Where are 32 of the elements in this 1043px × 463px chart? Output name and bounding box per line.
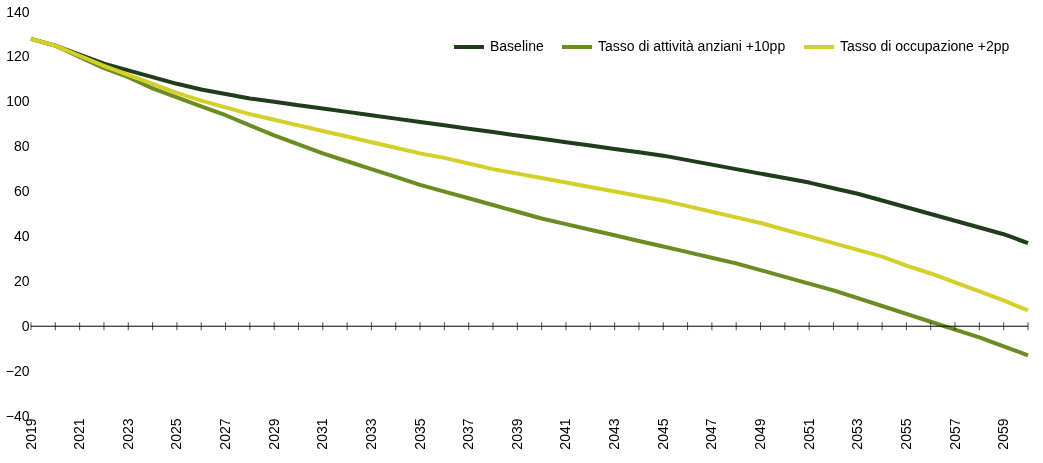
x-tick-label: 2053 bbox=[849, 418, 866, 450]
x-tick-label: 2031 bbox=[314, 418, 331, 450]
x-tick-label: 2029 bbox=[265, 418, 282, 450]
x-tick-label: 2021 bbox=[71, 418, 88, 450]
x-tick-label: 2035 bbox=[411, 418, 428, 450]
x-tick-label: 2023 bbox=[119, 418, 136, 450]
y-tick-label: 20 bbox=[13, 272, 30, 289]
y-tick-label: 120 bbox=[6, 48, 30, 65]
x-tick-label: 2051 bbox=[800, 418, 817, 450]
x-tick-label: 2033 bbox=[362, 418, 379, 450]
x-tick-label: 2049 bbox=[752, 418, 769, 450]
x-tick-label: 2037 bbox=[460, 418, 477, 450]
y-tick-label: 40 bbox=[13, 227, 30, 244]
y-tick-label: 100 bbox=[6, 93, 30, 110]
legend-label: Tasso di occupazione +2pp bbox=[840, 38, 1010, 54]
x-tick-label: 2057 bbox=[946, 418, 963, 450]
x-tick-label: 2045 bbox=[654, 418, 671, 450]
x-tick-label: 2025 bbox=[168, 418, 185, 450]
y-tick-label: 60 bbox=[13, 183, 30, 200]
y-tick-label: 0 bbox=[21, 317, 30, 334]
legend-label: Tasso di attività anziani +10pp bbox=[598, 38, 786, 54]
y-tick-label: 140 bbox=[6, 3, 30, 20]
x-tick-label: 2059 bbox=[995, 418, 1012, 450]
x-tick-label: 2039 bbox=[508, 418, 525, 450]
x-tick-label: 2043 bbox=[606, 418, 623, 450]
x-tick-label: 2027 bbox=[217, 418, 234, 450]
x-tick-label: 2055 bbox=[897, 418, 914, 450]
legend-label: Baseline bbox=[490, 38, 544, 54]
x-tick-label: 2047 bbox=[703, 418, 720, 450]
x-tick-label: 2041 bbox=[557, 418, 574, 450]
y-tick-label: −20 bbox=[5, 362, 30, 379]
y-tick-label: 80 bbox=[13, 138, 30, 155]
